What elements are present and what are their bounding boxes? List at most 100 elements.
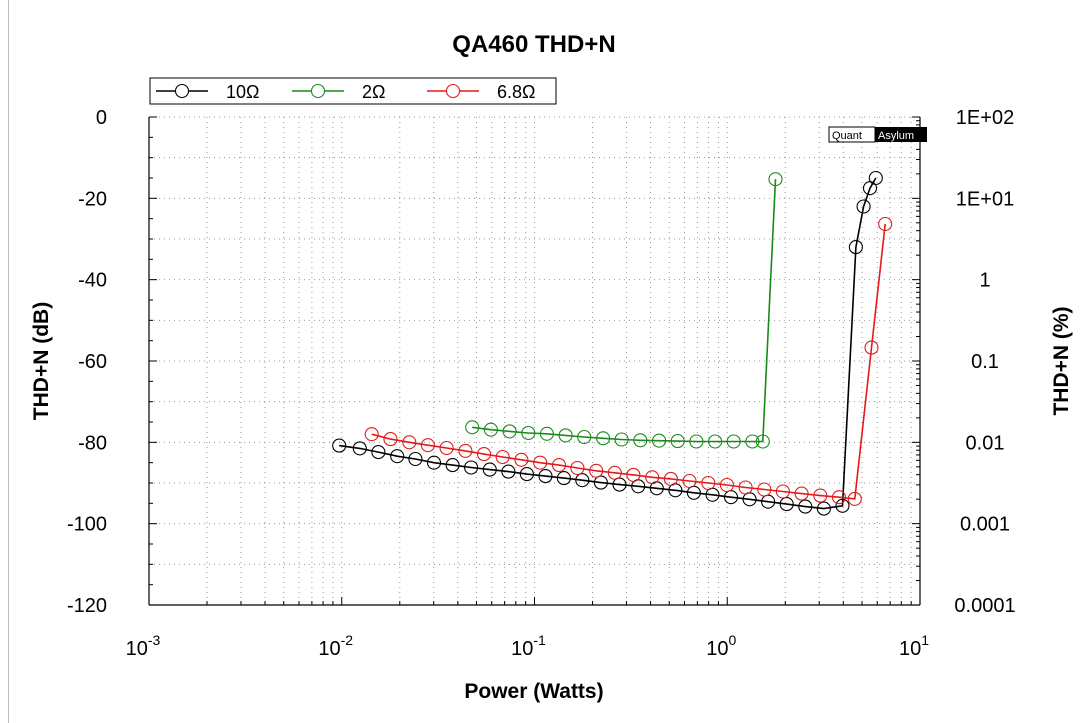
data-point <box>878 216 893 232</box>
data-point <box>390 449 405 464</box>
x-tick-label: 10-2 <box>318 632 353 660</box>
series-2 <box>364 216 893 506</box>
legend-swatch-marker <box>174 83 190 99</box>
x-axis-label: Power (Watts) <box>464 680 603 703</box>
y2-tick-label: 1 <box>979 270 990 292</box>
y-tick-label: -20 <box>78 188 107 210</box>
data-point <box>847 491 862 506</box>
data-point <box>626 467 641 482</box>
data-point <box>514 452 529 467</box>
data-point <box>482 462 497 477</box>
legend-label: 6.8Ω <box>497 82 535 102</box>
data-point <box>864 340 879 355</box>
data-point <box>682 473 697 489</box>
series-0 <box>332 170 883 516</box>
data-point <box>757 482 772 497</box>
data-point <box>596 431 611 446</box>
data-point <box>445 458 460 473</box>
data-point <box>556 471 571 486</box>
legend-swatch-marker <box>445 83 461 99</box>
y-tick-label: -40 <box>78 270 107 292</box>
data-point <box>670 434 685 449</box>
data-point <box>589 463 604 478</box>
data-point <box>371 445 386 460</box>
data-point <box>701 475 716 491</box>
data-point <box>816 501 831 516</box>
data-point <box>708 434 723 449</box>
data-point <box>868 170 883 186</box>
data-point <box>645 470 660 485</box>
data-point <box>813 488 828 503</box>
data-point <box>495 449 510 465</box>
data-point <box>476 447 492 462</box>
data-point <box>779 497 794 512</box>
data-point <box>570 460 585 476</box>
y2-tick-label: 0.01 <box>966 432 1005 454</box>
y-tick-label: -60 <box>78 351 107 373</box>
data-point <box>464 460 479 475</box>
x-tick-label: 10-3 <box>126 632 161 660</box>
data-point <box>502 424 517 439</box>
data-point <box>633 433 648 448</box>
y2-tick-label: 0.0001 <box>954 595 1015 617</box>
data-point <box>794 486 809 501</box>
legend-box <box>149 77 557 105</box>
series-line <box>472 179 777 443</box>
data-point <box>577 429 592 445</box>
data-point <box>689 434 704 449</box>
data-point <box>614 432 629 447</box>
y-tick-label: -120 <box>67 595 107 617</box>
data-point <box>539 426 554 441</box>
data-point <box>332 438 347 453</box>
data-point <box>612 477 627 492</box>
y2-tick-label: 1E+01 <box>956 188 1014 210</box>
legend-label: 10Ω <box>226 82 259 102</box>
data-point <box>402 435 417 450</box>
legend-swatch-marker <box>310 83 326 99</box>
data-point <box>521 425 536 441</box>
data-point <box>483 422 498 437</box>
data-point <box>458 443 473 458</box>
data-point <box>768 172 783 187</box>
data-point <box>835 498 850 513</box>
watermark-text-asylum: Asylum <box>878 130 914 142</box>
data-point <box>519 467 534 482</box>
data-point <box>593 475 608 490</box>
data-point <box>551 458 567 473</box>
data-point <box>745 434 760 449</box>
data-point <box>831 490 847 505</box>
axes: 10-3 10-2 10-1 100 101 0 -20 -40 -60 -80 -100 -120 1… <box>67 107 1016 660</box>
data-point <box>719 477 734 493</box>
data-point <box>364 427 379 442</box>
chart-title: QA460 THD+N <box>452 31 615 58</box>
data-point <box>420 438 435 453</box>
data-point <box>652 433 667 448</box>
data-point <box>501 464 516 479</box>
data-point <box>383 432 398 447</box>
x-tick-label: 10-1 <box>511 632 546 660</box>
data-point <box>755 434 770 449</box>
watermark-box-dark <box>875 127 927 142</box>
y-axis-label: THD+N (dB) <box>30 302 53 420</box>
y-tick-label: 0 <box>96 107 107 129</box>
y2-tick-label: 1E+02 <box>956 107 1014 129</box>
data-point <box>558 428 573 443</box>
data-point <box>738 480 753 495</box>
left-border-line <box>8 0 9 723</box>
data-point <box>848 240 863 255</box>
data-point <box>465 420 480 435</box>
data-point <box>663 471 678 486</box>
series-1 <box>465 172 783 449</box>
data-point <box>607 465 622 480</box>
data-point <box>575 473 590 488</box>
legend: 10Ω 2Ω 6.8Ω <box>149 77 557 105</box>
data-point <box>426 455 442 470</box>
y2-tick-label: 0.1 <box>971 351 999 373</box>
data-point <box>856 199 871 214</box>
y2-tick-label: 0.001 <box>960 514 1010 536</box>
watermark-text-quant: Quant <box>832 130 862 142</box>
y-tick-label: -80 <box>78 432 107 454</box>
data-point <box>798 499 813 514</box>
data-point <box>408 451 423 467</box>
